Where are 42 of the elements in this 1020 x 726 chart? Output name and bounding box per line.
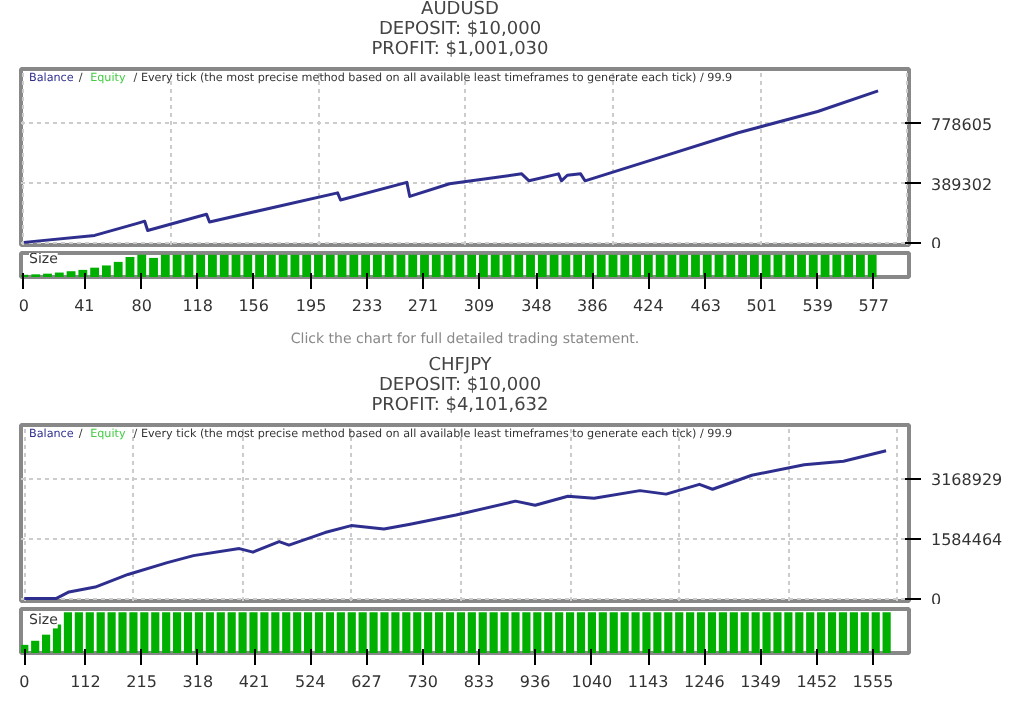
x-tick-label: 0 [19, 673, 30, 691]
x-tick-label: 112 [70, 673, 101, 691]
x-tick-label: 80 [131, 297, 152, 315]
x-tick-label: 215 [126, 673, 157, 691]
chart-title: AUDUSD [421, 0, 499, 20]
x-tick-label: 577 [858, 297, 889, 315]
x-tick-label: 524 [295, 673, 326, 691]
x-tick-label: 1143 [627, 673, 669, 691]
x-tick-label: 156 [238, 297, 269, 315]
x-tick-label: 348 [521, 297, 552, 315]
x-tick-label: 539 [802, 297, 833, 315]
line-series [22, 449, 888, 601]
x-tick-label: 627 [351, 673, 382, 691]
x-tick-label: 1452 [796, 673, 838, 691]
x-tick-label: 1246 [683, 673, 725, 691]
y-tick-label: 778605 [931, 115, 993, 134]
line-series [22, 89, 880, 244]
y-tick-label: 389302 [931, 175, 993, 194]
chart-title: CHFJPY [428, 356, 492, 376]
x-tick-label: 501 [746, 297, 778, 315]
chart-subtitle: DEPOSIT: $10,000 PROFIT: $4,101,632 [371, 376, 549, 416]
x-tick-label: 195 [295, 297, 327, 315]
x-tick-label: 463 [690, 297, 722, 315]
x-tick-label: 233 [351, 297, 383, 315]
y-tick-label: 1584464 [931, 530, 1003, 549]
x-tick-label: 1555 [852, 673, 894, 691]
x-tick-label: 421 [238, 673, 270, 691]
x-tick-label: 730 [407, 673, 438, 691]
x-tick-label: 424 [633, 297, 664, 315]
x-tick-label: 318 [182, 673, 214, 691]
x-tick-label: 833 [463, 673, 495, 691]
x-tick-label: 41 [74, 297, 95, 315]
x-tick-label: 386 [577, 297, 608, 315]
y-tick-label: 3168929 [931, 470, 1003, 489]
x-tick-label: 271 [407, 297, 439, 315]
x-tick-label: 118 [182, 297, 214, 315]
x-tick-label: 0 [18, 297, 30, 315]
x-tick-label: 1349 [740, 673, 781, 691]
chart-subtitle: DEPOSIT: $10,000 PROFIT: $1,001,030 [371, 20, 549, 60]
x-tick-label: 309 [463, 297, 495, 315]
x-tick-label: 936 [519, 673, 551, 691]
x-tick-label: 1040 [571, 673, 613, 691]
